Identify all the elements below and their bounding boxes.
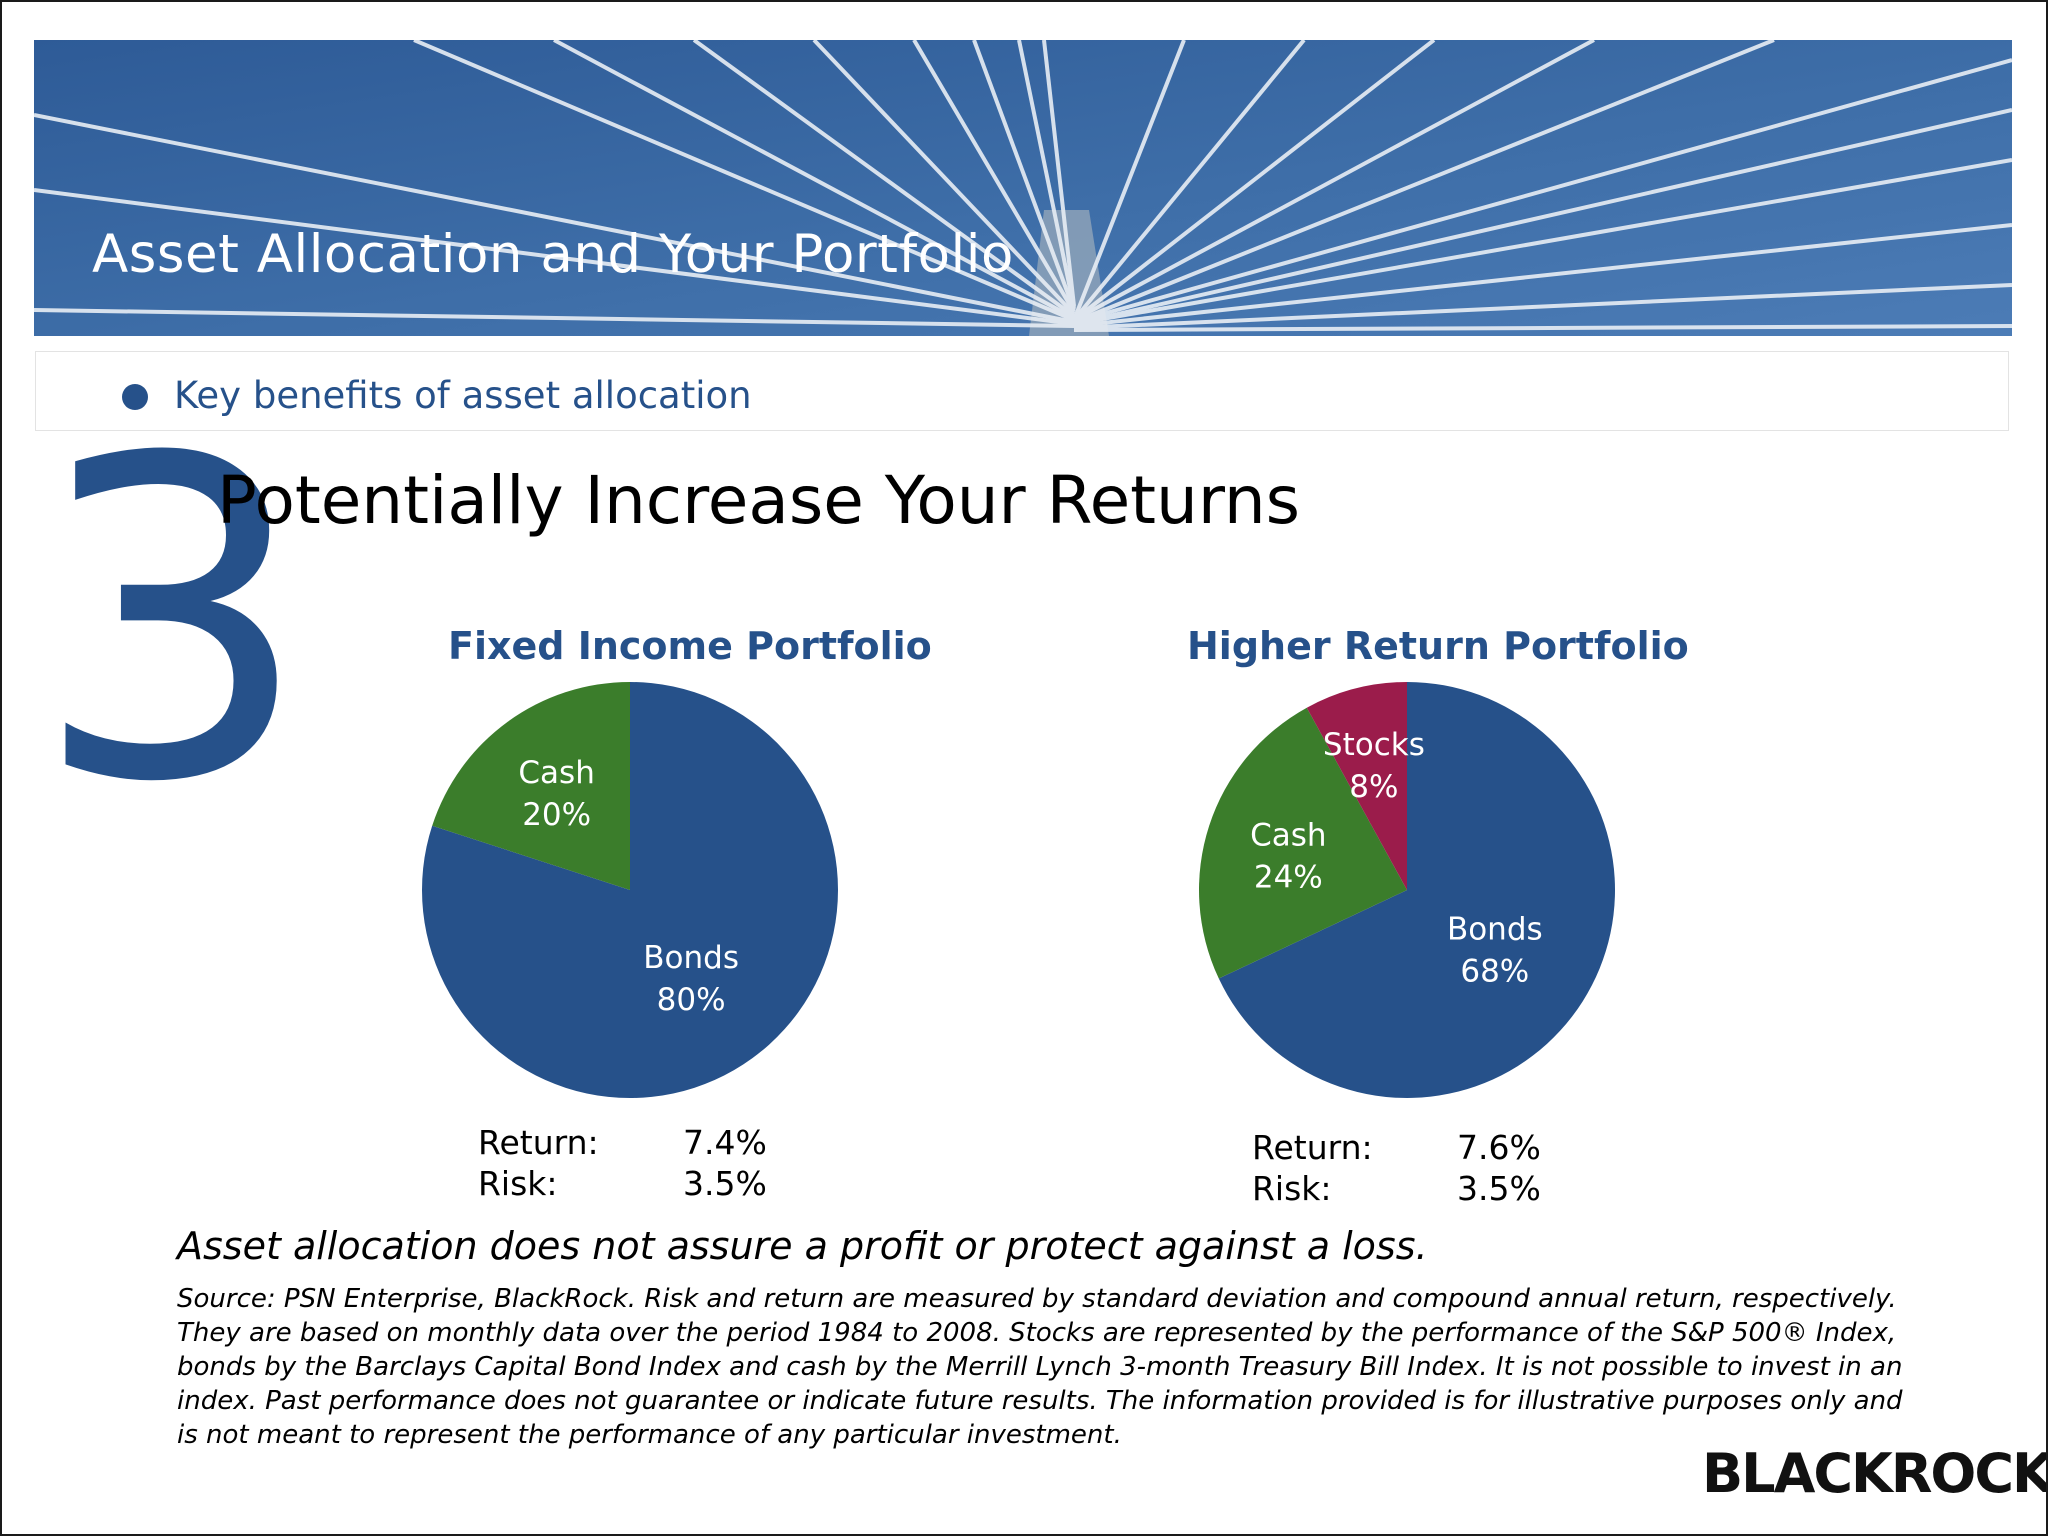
slice-label-bonds: Bonds <box>1447 912 1543 948</box>
bridge-cables-photo <box>34 40 2012 336</box>
source-note: Source: PSN Enterprise, BlackRock. Risk … <box>177 1284 1903 1450</box>
slice-label-stocks: Stocks <box>1323 727 1425 763</box>
pie-slice-bonds <box>1218 682 1615 1098</box>
stat-label: Risk: <box>478 1164 558 1203</box>
stat-value: 7.4% <box>683 1123 767 1162</box>
slice-value-cash: 24% <box>1254 859 1323 895</box>
slice-value-cash: 20% <box>522 797 591 833</box>
stats-fixed-income: Return: 7.4% Risk: 3.5% <box>478 1122 798 1204</box>
slice-label-cash: Cash <box>518 755 594 791</box>
stat-value: 7.6% <box>1457 1128 1541 1167</box>
section-number: 3 <box>32 366 312 878</box>
blackrock-logo: BLACKROCK <box>1702 1442 2048 1505</box>
section-heading: Potentially Increase Your Returns <box>217 462 1301 539</box>
stat-label: Risk: <box>1252 1169 1332 1208</box>
disclaimer: Asset allocation does not assure a profi… <box>177 1224 1428 1268</box>
slice-value-bonds: 68% <box>1460 954 1529 990</box>
pie-slice-stocks <box>1306 682 1407 890</box>
header-banner: Asset Allocation and Your Portfolio <box>34 40 2012 336</box>
stats-higher-return: Return: 7.6% Risk: 3.5% <box>1252 1127 1572 1209</box>
page-title: Asset Allocation and Your Portfolio <box>92 224 1014 285</box>
stat-value: 3.5% <box>1457 1169 1541 1208</box>
slice-value-stocks: 8% <box>1349 769 1398 805</box>
stat-row-return: Return: 7.4% <box>478 1122 798 1163</box>
pie-chart-higher-return: Bonds 68% Cash 24% Stocks 8% <box>1199 682 1615 1098</box>
bullet-text: Key benefits of asset allocation <box>174 374 752 417</box>
pie-slice-cash <box>1199 707 1407 979</box>
stat-row-risk: Risk: 3.5% <box>478 1163 798 1204</box>
stat-row-risk: Risk: 3.5% <box>1252 1168 1572 1209</box>
stat-label: Return: <box>478 1123 599 1162</box>
slice-label-bonds: Bonds <box>643 940 739 976</box>
slice-value-bonds: 80% <box>657 982 726 1018</box>
stat-label: Return: <box>1252 1128 1373 1167</box>
pie-chart-fixed-income: Bonds 80% Cash 20% <box>422 682 838 1098</box>
bullet-box: Key benefits of asset allocation <box>35 351 2009 431</box>
stat-value: 3.5% <box>683 1164 767 1203</box>
pie-title-higher-return: Higher Return Portfolio <box>1187 624 1689 668</box>
pie-title-fixed-income: Fixed Income Portfolio <box>448 624 932 668</box>
pie-slice-cash <box>432 682 630 890</box>
slice-label-cash: Cash <box>1250 817 1326 853</box>
stat-row-return: Return: 7.6% <box>1252 1127 1572 1168</box>
bullet-dot-icon <box>122 384 148 410</box>
